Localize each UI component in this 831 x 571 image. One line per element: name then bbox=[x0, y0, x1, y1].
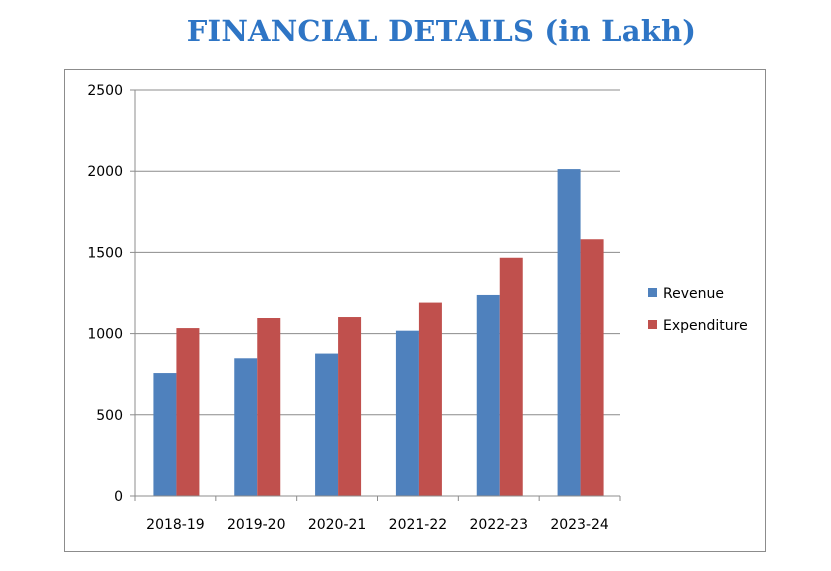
y-tick-label: 0 bbox=[114, 489, 123, 505]
legend-label-revenue: Revenue bbox=[663, 286, 724, 302]
x-tick-label: 2022-23 bbox=[470, 517, 529, 533]
y-tick-labels: 0 500 1000 1500 2000 2500 bbox=[87, 83, 123, 505]
x-tick-label: 2023-24 bbox=[550, 517, 609, 533]
legend: Revenue Expenditure bbox=[648, 286, 748, 334]
bars bbox=[153, 169, 604, 496]
gridlines bbox=[135, 89, 620, 416]
bar-revenue-2018-19 bbox=[153, 373, 177, 496]
bar-expenditure-2023-24 bbox=[580, 239, 604, 496]
bar-expenditure-2020-21 bbox=[338, 317, 362, 496]
x-tick-labels: 2018-19 2019-20 2020-21 2021-22 2022-23 2023-… bbox=[146, 517, 609, 533]
bar-revenue-2020-21 bbox=[315, 353, 339, 496]
y-tick-label: 1500 bbox=[87, 245, 123, 261]
legend-label-expenditure: Expenditure bbox=[663, 318, 748, 334]
legend-swatch-expenditure bbox=[648, 320, 657, 329]
x-tick-label: 2021-22 bbox=[389, 517, 448, 533]
legend-swatch-revenue bbox=[648, 288, 657, 297]
bar-revenue-2021-22 bbox=[395, 330, 419, 496]
bar-revenue-2023-24 bbox=[557, 169, 581, 496]
x-tick-label: 2020-21 bbox=[308, 517, 367, 533]
bar-revenue-2019-20 bbox=[234, 358, 258, 496]
bar-revenue-2022-23 bbox=[476, 294, 500, 496]
x-tick-label: 2018-19 bbox=[146, 517, 205, 533]
x-tick-label: 2019-20 bbox=[227, 517, 286, 533]
y-tick-label: 1000 bbox=[87, 327, 123, 343]
chart-title: FINANCIAL DETAILS (in Lakh) bbox=[186, 14, 697, 48]
y-tick-label: 2500 bbox=[87, 83, 123, 99]
y-tick-label: 2000 bbox=[87, 164, 123, 180]
bar-expenditure-2019-20 bbox=[257, 318, 281, 496]
bar-expenditure-2018-19 bbox=[176, 328, 200, 496]
y-tick-label: 500 bbox=[96, 408, 123, 424]
bar-expenditure-2021-22 bbox=[418, 302, 442, 496]
axes bbox=[130, 89, 621, 501]
bar-expenditure-2022-23 bbox=[499, 257, 523, 496]
chart-frame bbox=[64, 69, 766, 552]
